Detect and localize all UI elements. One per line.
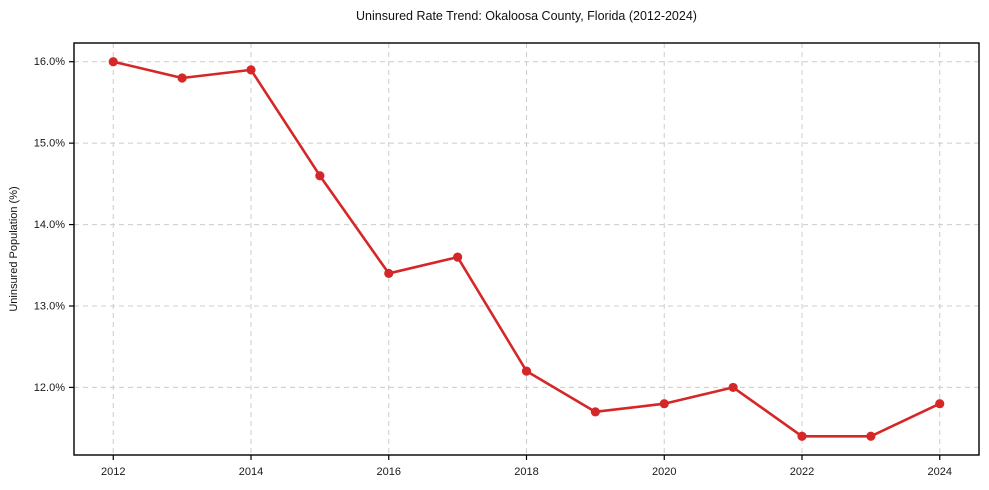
- x-tick-label-2016: 2016: [377, 466, 401, 478]
- x-tick-label-2024: 2024: [927, 466, 951, 478]
- axes-frame: [73, 42, 980, 456]
- y-tick-label-15.0%: 15.0%: [34, 138, 65, 150]
- data-point-2015: [315, 171, 325, 181]
- y-tick-label-13.0%: 13.0%: [34, 300, 65, 312]
- data-point-2021: [728, 382, 738, 393]
- y-tick-label-14.0%: 14.0%: [34, 219, 65, 231]
- data-point-2020: [659, 399, 669, 409]
- data-point-2019: [590, 407, 600, 417]
- y-tick-label-12.0%: 12.0%: [34, 382, 65, 394]
- data-point-2024: [935, 399, 945, 409]
- data-point-2023: [866, 431, 876, 441]
- data-point-2022: [797, 431, 807, 441]
- x-tick-label-2018: 2018: [514, 466, 538, 478]
- data-point-2017: [453, 252, 463, 262]
- x-tick-label-2012: 2012: [101, 466, 125, 478]
- data-point-2013: [177, 73, 187, 83]
- x-tick-label-2014: 2014: [239, 466, 263, 478]
- data-point-2016: [384, 268, 394, 279]
- chart-title: Uninsured Rate Trend: Okaloosa County, F…: [356, 9, 697, 23]
- x-tick-label-2022: 2022: [790, 466, 814, 478]
- y-tick-label-16.0%: 16.0%: [34, 56, 65, 68]
- x-tick-label-2020: 2020: [652, 466, 676, 478]
- data-point-2014: [246, 65, 256, 75]
- data-point-2012: [108, 57, 118, 67]
- data-point-2018: [521, 366, 532, 376]
